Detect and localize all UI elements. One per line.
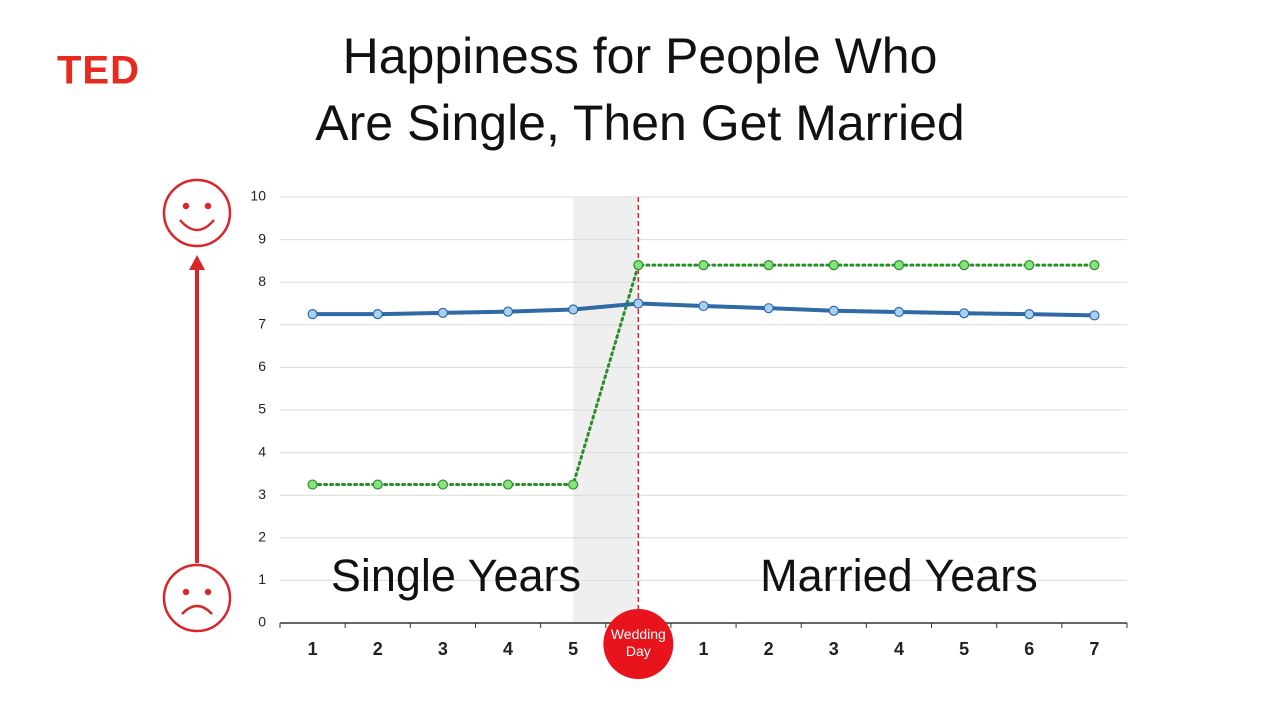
data-point bbox=[372, 479, 383, 490]
x-tick-label: 3 bbox=[438, 639, 448, 659]
data-point bbox=[372, 309, 383, 320]
data-point bbox=[828, 260, 839, 271]
data-point bbox=[1089, 260, 1100, 271]
data-point bbox=[307, 479, 318, 490]
data-point bbox=[763, 260, 774, 271]
x-tick-label: 1 bbox=[698, 639, 708, 659]
x-tick-label: 7 bbox=[1089, 639, 1099, 659]
data-point bbox=[502, 306, 514, 317]
x-tick-label: 2 bbox=[373, 639, 383, 659]
data-point bbox=[893, 306, 905, 318]
annotation: Married Years bbox=[760, 550, 1038, 601]
x-tick-label: 4 bbox=[503, 639, 513, 659]
data-point bbox=[763, 303, 774, 314]
y-tick-label: 1 bbox=[258, 571, 266, 587]
data-point bbox=[893, 260, 905, 271]
data-point bbox=[959, 308, 970, 319]
x-tick-label: 6 bbox=[1024, 639, 1034, 659]
annotation: Single Years bbox=[331, 550, 581, 601]
y-tick-label: 8 bbox=[258, 273, 266, 289]
x-tick-label: 1 bbox=[308, 639, 318, 659]
y-tick-label: 5 bbox=[258, 401, 266, 417]
x-tick-label: 3 bbox=[829, 639, 839, 659]
data-point bbox=[437, 307, 448, 318]
y-tick-label: 7 bbox=[258, 316, 266, 332]
y-tick-label: 4 bbox=[258, 443, 266, 459]
data-point bbox=[437, 479, 448, 490]
data-point bbox=[502, 479, 514, 490]
chart-title: Are Single, Then Get Married bbox=[315, 95, 964, 151]
wedding-badge bbox=[603, 609, 674, 679]
chart-title: Happiness for People Who bbox=[343, 28, 938, 84]
y-tick-label: 2 bbox=[258, 529, 266, 545]
data-point bbox=[959, 260, 970, 271]
arrow bbox=[189, 255, 205, 563]
data-point bbox=[1089, 310, 1100, 321]
x-tick-label: 4 bbox=[894, 639, 904, 659]
data-point bbox=[568, 304, 579, 315]
x-tick-label: 2 bbox=[764, 639, 774, 659]
sad-face bbox=[162, 563, 232, 633]
series-line bbox=[311, 263, 1096, 487]
data-point bbox=[698, 260, 709, 271]
data-point bbox=[828, 305, 839, 316]
data-point bbox=[633, 260, 644, 271]
data-point bbox=[1024, 309, 1035, 320]
y-tick-label: 3 bbox=[258, 486, 266, 502]
wedding-label: Wedding Day bbox=[610, 626, 666, 659]
data-point bbox=[698, 300, 709, 312]
y-tick-label: 10 bbox=[250, 188, 266, 204]
data-point bbox=[633, 298, 644, 309]
brand-logo: TED bbox=[57, 49, 140, 93]
data-point bbox=[307, 309, 318, 320]
data-point bbox=[1024, 260, 1035, 271]
y-tick-label: 0 bbox=[258, 614, 266, 630]
x-tick-label: 5 bbox=[568, 639, 578, 659]
y-tick-label: 6 bbox=[258, 358, 266, 374]
happy-face bbox=[162, 178, 232, 248]
y-tick-label: 9 bbox=[258, 230, 266, 246]
data-point bbox=[568, 479, 579, 490]
x-tick-label: 5 bbox=[959, 639, 969, 659]
